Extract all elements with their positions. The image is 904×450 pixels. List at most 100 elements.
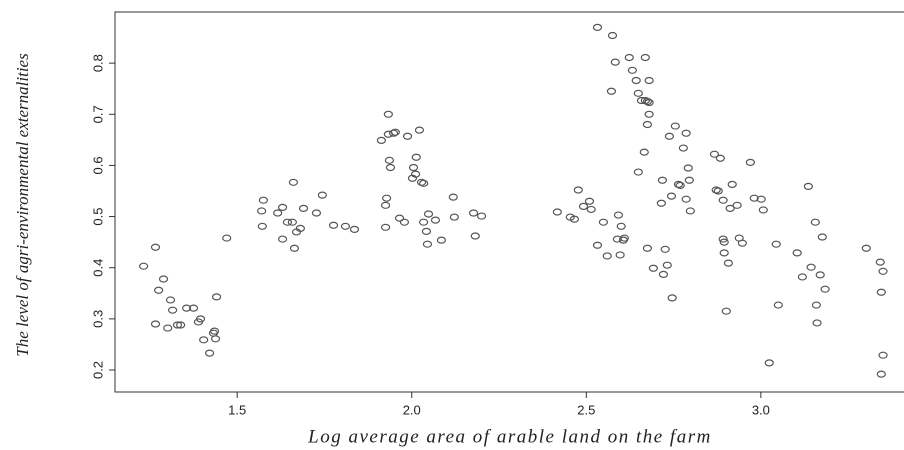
point <box>644 76 654 85</box>
point <box>725 204 735 212</box>
point <box>287 218 297 226</box>
point <box>683 164 693 172</box>
point <box>436 236 447 244</box>
point <box>188 304 199 312</box>
point <box>675 181 685 189</box>
y-tick-label: 0.3 <box>90 310 105 328</box>
point <box>681 195 691 203</box>
point <box>610 58 620 66</box>
point <box>154 286 164 294</box>
point <box>666 192 677 200</box>
y-axis-label: The level of agri-environmental external… <box>13 53 32 357</box>
point <box>745 158 755 166</box>
point <box>639 148 649 156</box>
x-tick-label: 2.5 <box>577 402 595 417</box>
point <box>876 370 886 378</box>
point <box>673 180 684 188</box>
point <box>298 204 309 212</box>
point <box>797 273 808 281</box>
point <box>382 194 392 202</box>
point <box>414 126 425 134</box>
point <box>257 207 267 215</box>
point <box>711 186 721 194</box>
point <box>390 128 400 136</box>
point <box>158 275 169 283</box>
point <box>380 223 391 231</box>
point <box>648 264 658 272</box>
point <box>602 252 612 260</box>
point <box>815 271 825 279</box>
point <box>756 195 766 203</box>
point <box>416 178 427 186</box>
point <box>165 296 176 304</box>
point <box>758 206 768 214</box>
point <box>282 218 293 226</box>
point <box>399 218 410 226</box>
point <box>670 122 680 130</box>
point <box>150 243 161 251</box>
y-tick-label: 0.4 <box>90 259 105 277</box>
point <box>421 227 432 236</box>
x-tick-label: 3.0 <box>752 402 770 417</box>
point <box>619 234 629 242</box>
x-tick-label: 2.0 <box>403 402 421 417</box>
point <box>328 221 339 229</box>
point <box>719 249 729 257</box>
point <box>449 213 459 221</box>
point <box>211 293 222 301</box>
point <box>660 245 670 253</box>
point <box>817 233 827 241</box>
point <box>569 215 580 223</box>
point <box>811 301 821 309</box>
point <box>448 193 458 201</box>
point <box>257 222 267 230</box>
point <box>273 209 283 217</box>
y-tick-label: 0.8 <box>90 54 105 72</box>
point <box>380 201 391 209</box>
point <box>210 335 221 343</box>
point <box>199 336 209 344</box>
point <box>289 244 300 252</box>
point <box>685 207 695 215</box>
point <box>419 218 429 226</box>
point <box>644 98 654 107</box>
point <box>633 168 643 176</box>
point <box>771 240 781 248</box>
point <box>222 234 232 242</box>
point <box>552 208 562 216</box>
point <box>470 232 480 240</box>
point <box>468 209 479 217</box>
point <box>423 210 434 218</box>
y-tick-label: 0.7 <box>90 105 105 123</box>
point <box>476 212 487 220</box>
point <box>311 209 322 217</box>
point <box>656 199 666 207</box>
point <box>349 225 360 233</box>
point <box>419 179 429 187</box>
point <box>664 132 674 140</box>
y-tick-label: 0.2 <box>90 361 105 379</box>
point <box>727 180 737 188</box>
point <box>384 156 395 164</box>
point <box>820 285 830 293</box>
point <box>209 327 220 335</box>
point <box>430 216 441 224</box>
point <box>633 89 643 97</box>
point <box>749 194 759 202</box>
point <box>640 53 650 62</box>
point <box>163 324 173 332</box>
point <box>258 196 268 204</box>
point <box>205 349 215 357</box>
point <box>718 235 728 243</box>
point <box>615 251 625 259</box>
point <box>624 53 634 62</box>
point <box>723 259 733 267</box>
point <box>584 197 595 205</box>
point <box>713 187 723 195</box>
point <box>718 196 728 204</box>
point <box>376 136 386 144</box>
point <box>172 321 183 329</box>
point <box>586 205 596 214</box>
point <box>394 214 405 222</box>
